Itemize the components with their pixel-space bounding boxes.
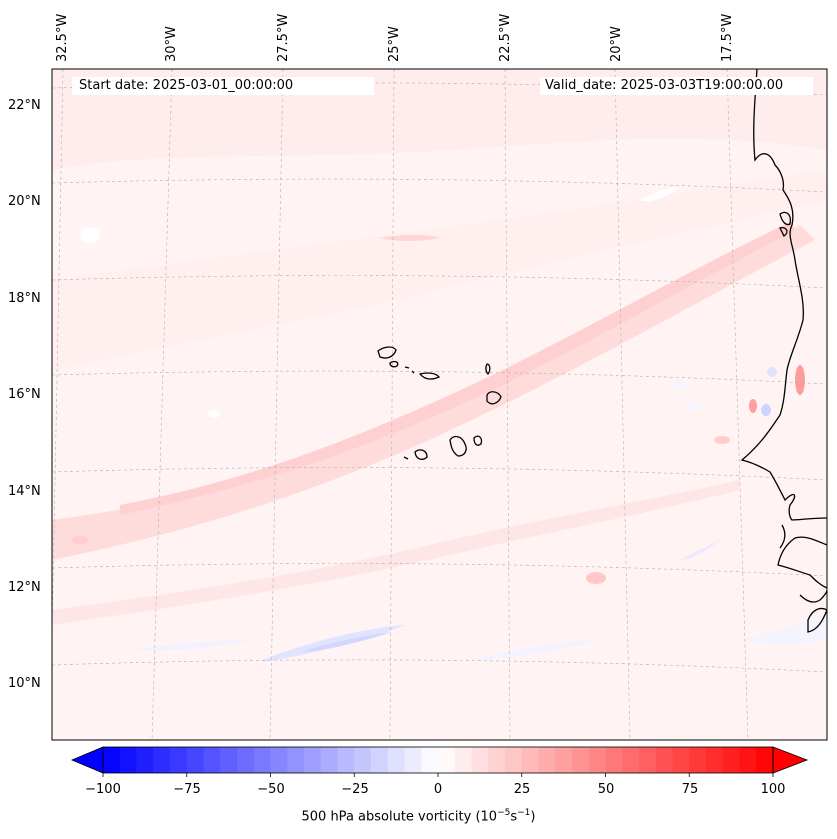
colorbar-bin <box>387 747 405 773</box>
colorbar-bin <box>706 747 724 773</box>
lon-label-27-5w: 27.5°W <box>276 13 291 62</box>
lon-label-30w: 30°W <box>164 26 179 62</box>
map-frame <box>51 68 828 741</box>
colorbar-bin <box>371 747 389 773</box>
colorbar-units-exp2: −1 <box>517 808 531 818</box>
colorbar-bin <box>354 747 372 773</box>
colorbar-bin <box>572 747 590 773</box>
colorbar-bin <box>555 747 573 773</box>
colorbar-tick-label: 0 <box>433 782 443 797</box>
colorbar-bin <box>605 747 623 773</box>
colorbar-label: 500 hPa absolute vorticity (10−5s−1) <box>301 808 536 825</box>
colorbar-bin <box>170 747 188 773</box>
colorbar-tick-label: −75 <box>173 782 201 797</box>
colorbar-bin <box>588 747 606 773</box>
colorbar-bin <box>689 747 707 773</box>
colorbar-bin <box>505 747 523 773</box>
colorbar-bin <box>186 747 204 773</box>
vorticity-field <box>52 69 827 740</box>
colorbar-bin <box>270 747 288 773</box>
lat-label-16n: 16°N <box>8 387 41 402</box>
lon-label-22-5w: 22.5°W <box>498 13 513 62</box>
lat-label-18n: 18°N <box>8 291 41 306</box>
colorbar-tick-label: −100 <box>85 782 121 797</box>
colorbar-bin <box>438 747 456 773</box>
valid-date-label: Valid_date: 2025-03-03T19:00:00.00 <box>540 77 813 95</box>
colorbar-tick-label: 75 <box>681 782 699 797</box>
coastline <box>377 69 827 633</box>
colorbar-variable: 500 hPa absolute vorticity <box>301 809 472 825</box>
colorbar-tick-label: 100 <box>760 782 786 797</box>
colorbar-bin <box>538 747 556 773</box>
lon-label-25w: 25°W <box>387 26 402 62</box>
colorbar-bin <box>287 747 305 773</box>
lat-label-12n: 12°N <box>8 580 41 595</box>
colorbar-bin <box>119 747 137 773</box>
colorbar-bin <box>220 747 238 773</box>
colorbar-bin <box>672 747 690 773</box>
lat-label-14n: 14°N <box>8 484 41 499</box>
colorbar-bin <box>337 747 355 773</box>
lat-label-10n: 10°N <box>8 676 41 691</box>
colorbar-units-mid: s <box>510 809 518 825</box>
colorbar-ticks <box>102 773 774 777</box>
colorbar-bin <box>253 747 271 773</box>
colorbar-bin <box>404 747 422 773</box>
colorbar-bin <box>521 747 539 773</box>
colorbar-bin <box>153 747 171 773</box>
colorbar-bin <box>103 747 121 773</box>
colorbar-bin <box>488 747 506 773</box>
colorbar-tick-label: 50 <box>597 782 615 797</box>
colorbar-tick-label: −50 <box>257 782 285 797</box>
colorbar-min-extend <box>70 746 104 774</box>
colorbar-bin <box>739 747 757 773</box>
colorbar-bin <box>203 747 221 773</box>
colorbar-bin <box>454 747 472 773</box>
lat-label-20n: 20°N <box>8 194 41 209</box>
colorbar-tick-label: −25 <box>341 782 369 797</box>
lon-label-32-5w: 32.5°W <box>55 13 70 62</box>
lon-label-20w: 20°W <box>609 26 624 62</box>
colorbar-bin <box>421 747 439 773</box>
lon-label-17-5w: 17.5°W <box>720 13 735 62</box>
colorbar-max-extend <box>772 746 809 774</box>
colorbar-bin <box>639 747 657 773</box>
colorbar-units-exp1: −5 <box>497 808 511 818</box>
colorbar-bin <box>304 747 322 773</box>
colorbar <box>103 747 774 773</box>
colorbar-tick-label: 25 <box>513 782 531 797</box>
colorbar-bin <box>622 747 640 773</box>
colorbar-bin <box>655 747 673 773</box>
lat-label-22n: 22°N <box>8 98 41 113</box>
start-date-label: Start date: 2025-03-01_00:00:00 <box>72 77 374 95</box>
colorbar-bin <box>136 747 154 773</box>
colorbar-bin <box>722 747 740 773</box>
colorbar-bin <box>237 747 255 773</box>
colorbar-bin <box>471 747 489 773</box>
colorbar-bin <box>320 747 338 773</box>
colorbar-units-base: 10 <box>480 809 498 825</box>
colorbar-bin <box>756 747 774 773</box>
